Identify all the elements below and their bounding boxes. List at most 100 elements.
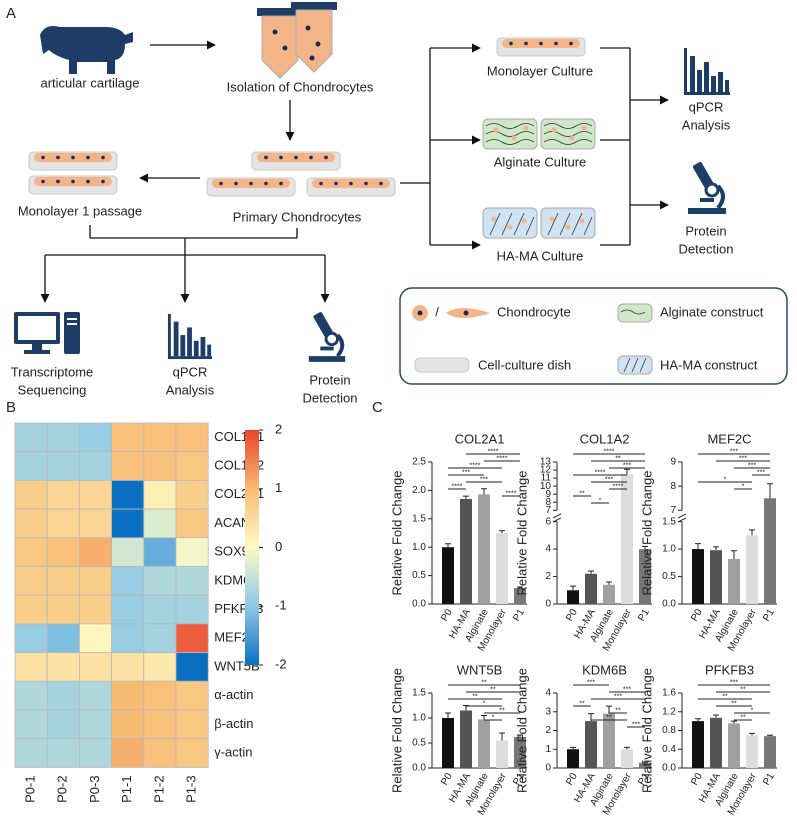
y-axis-label: Relative Fold Change bbox=[389, 470, 404, 595]
heatmap-cell bbox=[79, 508, 113, 539]
heatmap-cell bbox=[46, 594, 80, 625]
significance-label: *** bbox=[632, 721, 640, 728]
significance-label: * bbox=[742, 483, 745, 490]
bar bbox=[603, 584, 615, 604]
error-bar bbox=[481, 715, 487, 720]
column-label: P0-1 bbox=[23, 775, 38, 802]
heatmap-cell bbox=[14, 537, 48, 567]
y-axis-label: Relative Fold Change bbox=[639, 470, 654, 595]
heatmap-cell bbox=[175, 738, 209, 768]
y-tick-label: 0.5 bbox=[412, 570, 426, 581]
bar bbox=[639, 549, 651, 604]
y-tick-label: 9 bbox=[545, 489, 551, 500]
significance-label: * bbox=[724, 476, 727, 483]
node-label: Primary Chondrocytes bbox=[233, 209, 362, 224]
y-tick-label: 8 bbox=[545, 497, 551, 508]
bar bbox=[692, 549, 704, 604]
bar bbox=[478, 494, 490, 604]
bar bbox=[728, 558, 740, 604]
heatmap-cell bbox=[111, 680, 145, 711]
x-tick-label: P0 bbox=[689, 771, 705, 787]
x-tick-label: P1 bbox=[511, 771, 527, 787]
heatmap-cell bbox=[14, 594, 48, 625]
heatmap-cell bbox=[175, 422, 209, 453]
row-label: β-actin bbox=[214, 716, 253, 731]
heatmap-cell bbox=[143, 709, 177, 740]
heatmap-cell bbox=[175, 652, 209, 682]
heatmap-cell bbox=[14, 652, 48, 682]
significance-label: **** bbox=[452, 483, 463, 490]
heatmap-cell bbox=[143, 652, 177, 682]
heatmap-cell bbox=[79, 680, 113, 711]
significance-label: **** bbox=[595, 469, 606, 476]
bar bbox=[514, 737, 526, 768]
panel-label: C bbox=[372, 399, 383, 416]
significance-label: *** bbox=[757, 469, 765, 476]
heatmap-cell bbox=[143, 451, 177, 481]
node-label: qPCR bbox=[173, 364, 208, 379]
chart-title: MEF2C bbox=[707, 431, 751, 446]
significance-label: *** bbox=[614, 693, 622, 700]
column-label: P1-2 bbox=[151, 775, 166, 802]
significance-label: * bbox=[492, 714, 495, 721]
error-bar bbox=[624, 468, 630, 475]
heatmap-cell bbox=[175, 537, 209, 567]
significance-label: *** bbox=[480, 476, 488, 483]
bar bbox=[621, 474, 633, 604]
significance-label: **** bbox=[604, 448, 615, 455]
legend-text: HA-MA construct bbox=[660, 357, 758, 372]
chart-title: COL1A2 bbox=[580, 431, 630, 446]
y-tick-label: 1.0 bbox=[412, 542, 426, 553]
y-tick-label: 0.0 bbox=[412, 599, 426, 610]
error-bar bbox=[642, 761, 648, 763]
significance-label: ** bbox=[472, 693, 478, 700]
x-tick-label: P0 bbox=[564, 607, 580, 623]
y-tick-label: 0.0 bbox=[662, 599, 676, 610]
heatmap-cell bbox=[14, 479, 48, 510]
error-bar bbox=[463, 495, 469, 499]
error-bar bbox=[606, 705, 612, 714]
bar bbox=[585, 721, 597, 768]
significance-label: *** bbox=[605, 476, 613, 483]
dish-icon bbox=[251, 151, 341, 171]
heatmap-cell bbox=[79, 451, 113, 481]
y-tick-label: 8 bbox=[670, 481, 676, 492]
y-tick-label: 0 bbox=[545, 763, 551, 774]
hama-icon bbox=[540, 207, 596, 239]
x-tick-label: P0 bbox=[439, 607, 455, 623]
node-label: Detection bbox=[679, 241, 734, 256]
error-bar bbox=[445, 712, 451, 718]
chart-title: COL2A1 bbox=[455, 431, 505, 446]
dish-icon bbox=[206, 177, 296, 197]
y-tick-label: 1.5 bbox=[412, 513, 426, 524]
colorbar-tick-label: -2 bbox=[275, 656, 287, 671]
heatmap-cell bbox=[111, 479, 145, 510]
node-label: Detection bbox=[303, 390, 358, 405]
significance-label: ** bbox=[731, 700, 737, 707]
node-label: Protein bbox=[685, 223, 726, 238]
heatmap-cell bbox=[79, 566, 113, 596]
significance-label: ** bbox=[615, 455, 621, 462]
error-bar bbox=[695, 718, 701, 722]
x-tick-label: P1 bbox=[761, 771, 777, 787]
y-tick-label: 2.0 bbox=[412, 485, 426, 496]
dish-icon bbox=[28, 175, 118, 195]
y-tick-label: 1.0 bbox=[662, 544, 676, 555]
significance-label: *** bbox=[748, 462, 756, 469]
node-label: Alginate Culture bbox=[494, 154, 587, 169]
error-bar bbox=[499, 530, 505, 533]
panel-label: A bbox=[6, 5, 16, 22]
x-tick-label: P1 bbox=[636, 771, 652, 787]
alginate-icon bbox=[482, 118, 538, 150]
dish-icon bbox=[306, 177, 396, 197]
error-bar bbox=[731, 550, 737, 559]
connector bbox=[45, 225, 325, 256]
heatmap-cell bbox=[111, 709, 145, 740]
colorbar-tick-label: 1 bbox=[275, 480, 282, 495]
y-tick-label: 2.5 bbox=[412, 457, 426, 468]
error-bar bbox=[481, 488, 487, 495]
heatmap-cell bbox=[46, 508, 80, 539]
legend-text: Alginate construct bbox=[660, 304, 764, 319]
error-bar bbox=[499, 732, 505, 741]
heatmap-cell bbox=[175, 451, 209, 481]
